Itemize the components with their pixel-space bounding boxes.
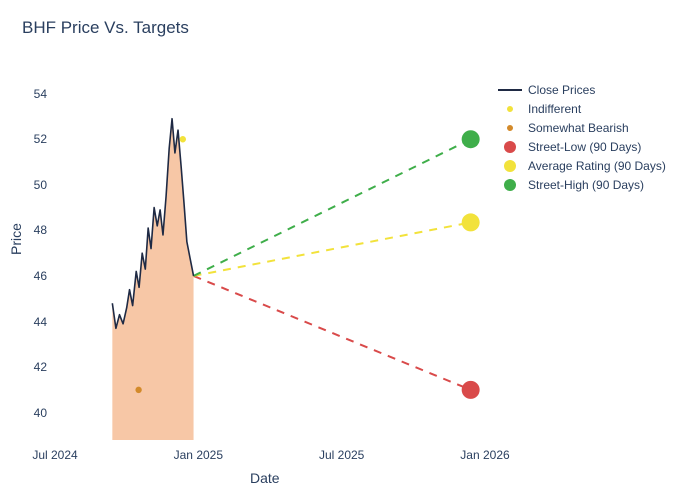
y-tick: 48 [34,223,47,237]
street-low-line [194,276,471,390]
legend-label: Somewhat Bearish [528,121,629,135]
legend-label: Street-Low (90 Days) [528,140,641,154]
legend-item-somewhat-bearish[interactable]: Somewhat Bearish [498,118,666,137]
legend-label: Indifferent [528,102,581,116]
y-axis-label: Price [8,223,24,255]
legend-swatch [498,121,522,135]
y-tick: 42 [34,360,47,374]
legend: Close Prices Indifferent Somewhat Bearish S… [498,80,666,194]
legend-swatch [498,83,522,97]
legend-item-street-high[interactable]: Street-High (90 Days) [498,175,666,194]
x-axis-label: Date [250,470,280,486]
legend-label: Close Prices [528,83,595,97]
y-tick: 52 [34,132,47,146]
legend-swatch [498,159,522,173]
x-tick: Jan 2026 [460,448,509,462]
legend-swatch [498,140,522,154]
street-low-marker [462,381,480,399]
x-tick: Jan 2025 [174,448,223,462]
y-tick: 46 [34,269,47,283]
average-marker [462,213,480,231]
legend-label: Average Rating (90 Days) [528,159,666,173]
x-tick: Jul 2024 [32,448,77,462]
legend-item-average-rating[interactable]: Average Rating (90 Days) [498,156,666,175]
legend-swatch [498,178,522,192]
y-tick: 50 [34,178,47,192]
y-tick: 40 [34,406,47,420]
legend-item-street-low[interactable]: Street-Low (90 Days) [498,137,666,156]
indifferent-dot [180,136,186,142]
somewhat-bearish-dot [135,387,141,393]
chart-title: BHF Price Vs. Targets [22,18,189,38]
legend-label: Street-High (90 Days) [528,178,644,192]
y-tick: 44 [34,315,47,329]
street-high-marker [462,130,480,148]
plot-area: 4042444648505254Jul 2024Jan 2025Jul 2025… [55,80,485,440]
average-line [194,222,471,276]
legend-item-indifferent[interactable]: Indifferent [498,99,666,118]
x-tick: Jul 2025 [319,448,364,462]
legend-item-close-prices[interactable]: Close Prices [498,80,666,99]
chart-container: BHF Price Vs. Targets Price Date 4042444… [0,0,700,500]
plot-svg [55,80,485,440]
legend-swatch [498,102,522,116]
street-high-line [194,139,471,276]
y-tick: 54 [34,87,47,101]
